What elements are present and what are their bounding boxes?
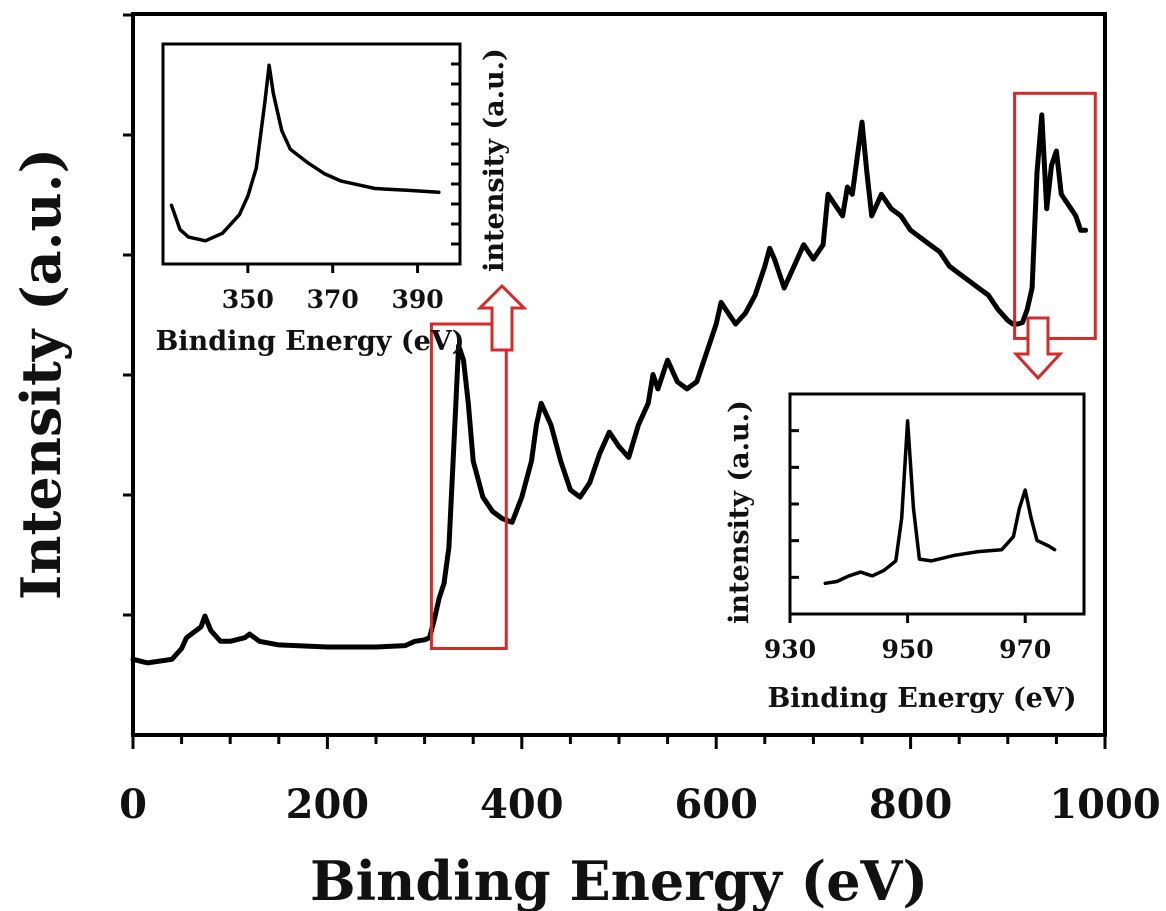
main-x-ticks [131, 735, 1107, 749]
main-y-axis-label: Intensity (a.u.) [9, 148, 73, 600]
inset-bottom-right-series-line [823, 419, 1057, 586]
main-x-tick-label: 400 [480, 781, 564, 828]
inset-x-tick-label: 390 [391, 285, 443, 314]
inset-bottom-right: 930 950 970 Binding Energy (eV) intensity … [724, 392, 1086, 714]
inset-top-left-bg [163, 44, 460, 264]
inset-top-left-x-ticks [246, 264, 420, 273]
inset-top-left-series-line [169, 63, 441, 243]
inset-bottom-right-x-tick-labels: 930 950 970 [764, 635, 1051, 664]
inset-top-left-x-tick-labels: 350 370 390 [222, 285, 444, 314]
inset-top-left-y-axis-label: intensity (a.u.) [479, 48, 510, 272]
main-x-tick-label: 600 [674, 781, 758, 828]
highlight-box [429, 322, 508, 650]
inset-top-left-frame [161, 42, 462, 266]
main-x-axis-label: Binding Energy (eV) [310, 849, 928, 911]
up-arrow-icon [476, 283, 528, 352]
main-x-tick-label: 200 [286, 781, 370, 828]
inset-bottom-right-y-axis-label: intensity (a.u.) [724, 400, 755, 624]
inset-x-tick-label: 350 [222, 285, 274, 314]
main-plot: 0 200 400 600 800 1000 Binding Energy (eV) In… [9, 12, 1161, 911]
down-arrow-icon [1012, 316, 1064, 381]
inset-x-tick-label: 950 [882, 635, 934, 664]
inset-bottom-right-x-axis-label: Binding Energy (eV) [767, 683, 1076, 714]
inset-bottom-right-bg [790, 394, 1084, 614]
highlight-boxes [429, 91, 1097, 650]
inset-x-tick-label: 970 [999, 635, 1051, 664]
inset-x-tick-label: 370 [307, 285, 359, 314]
highlight-box [1013, 91, 1097, 340]
inset-top-left: 350 370 390 Binding Energy (eV) intensity … [155, 42, 510, 357]
main-x-tick-labels: 0 200 400 600 800 1000 [119, 781, 1161, 828]
inset-bottom-right-y-ticks [790, 429, 799, 579]
main-x-tick-label: 0 [119, 781, 147, 828]
inset-x-tick-label: 930 [764, 635, 816, 664]
main-series-line [130, 112, 1089, 666]
inset-top-left-y-ticks [451, 62, 460, 246]
main-x-tick-label: 800 [869, 781, 953, 828]
inset-bottom-right-x-ticks [788, 614, 1027, 623]
main-x-tick-label: 1000 [1049, 781, 1160, 828]
main-y-ticks [123, 13, 133, 617]
inset-top-left-x-axis-label: Binding Energy (eV) [155, 326, 464, 357]
